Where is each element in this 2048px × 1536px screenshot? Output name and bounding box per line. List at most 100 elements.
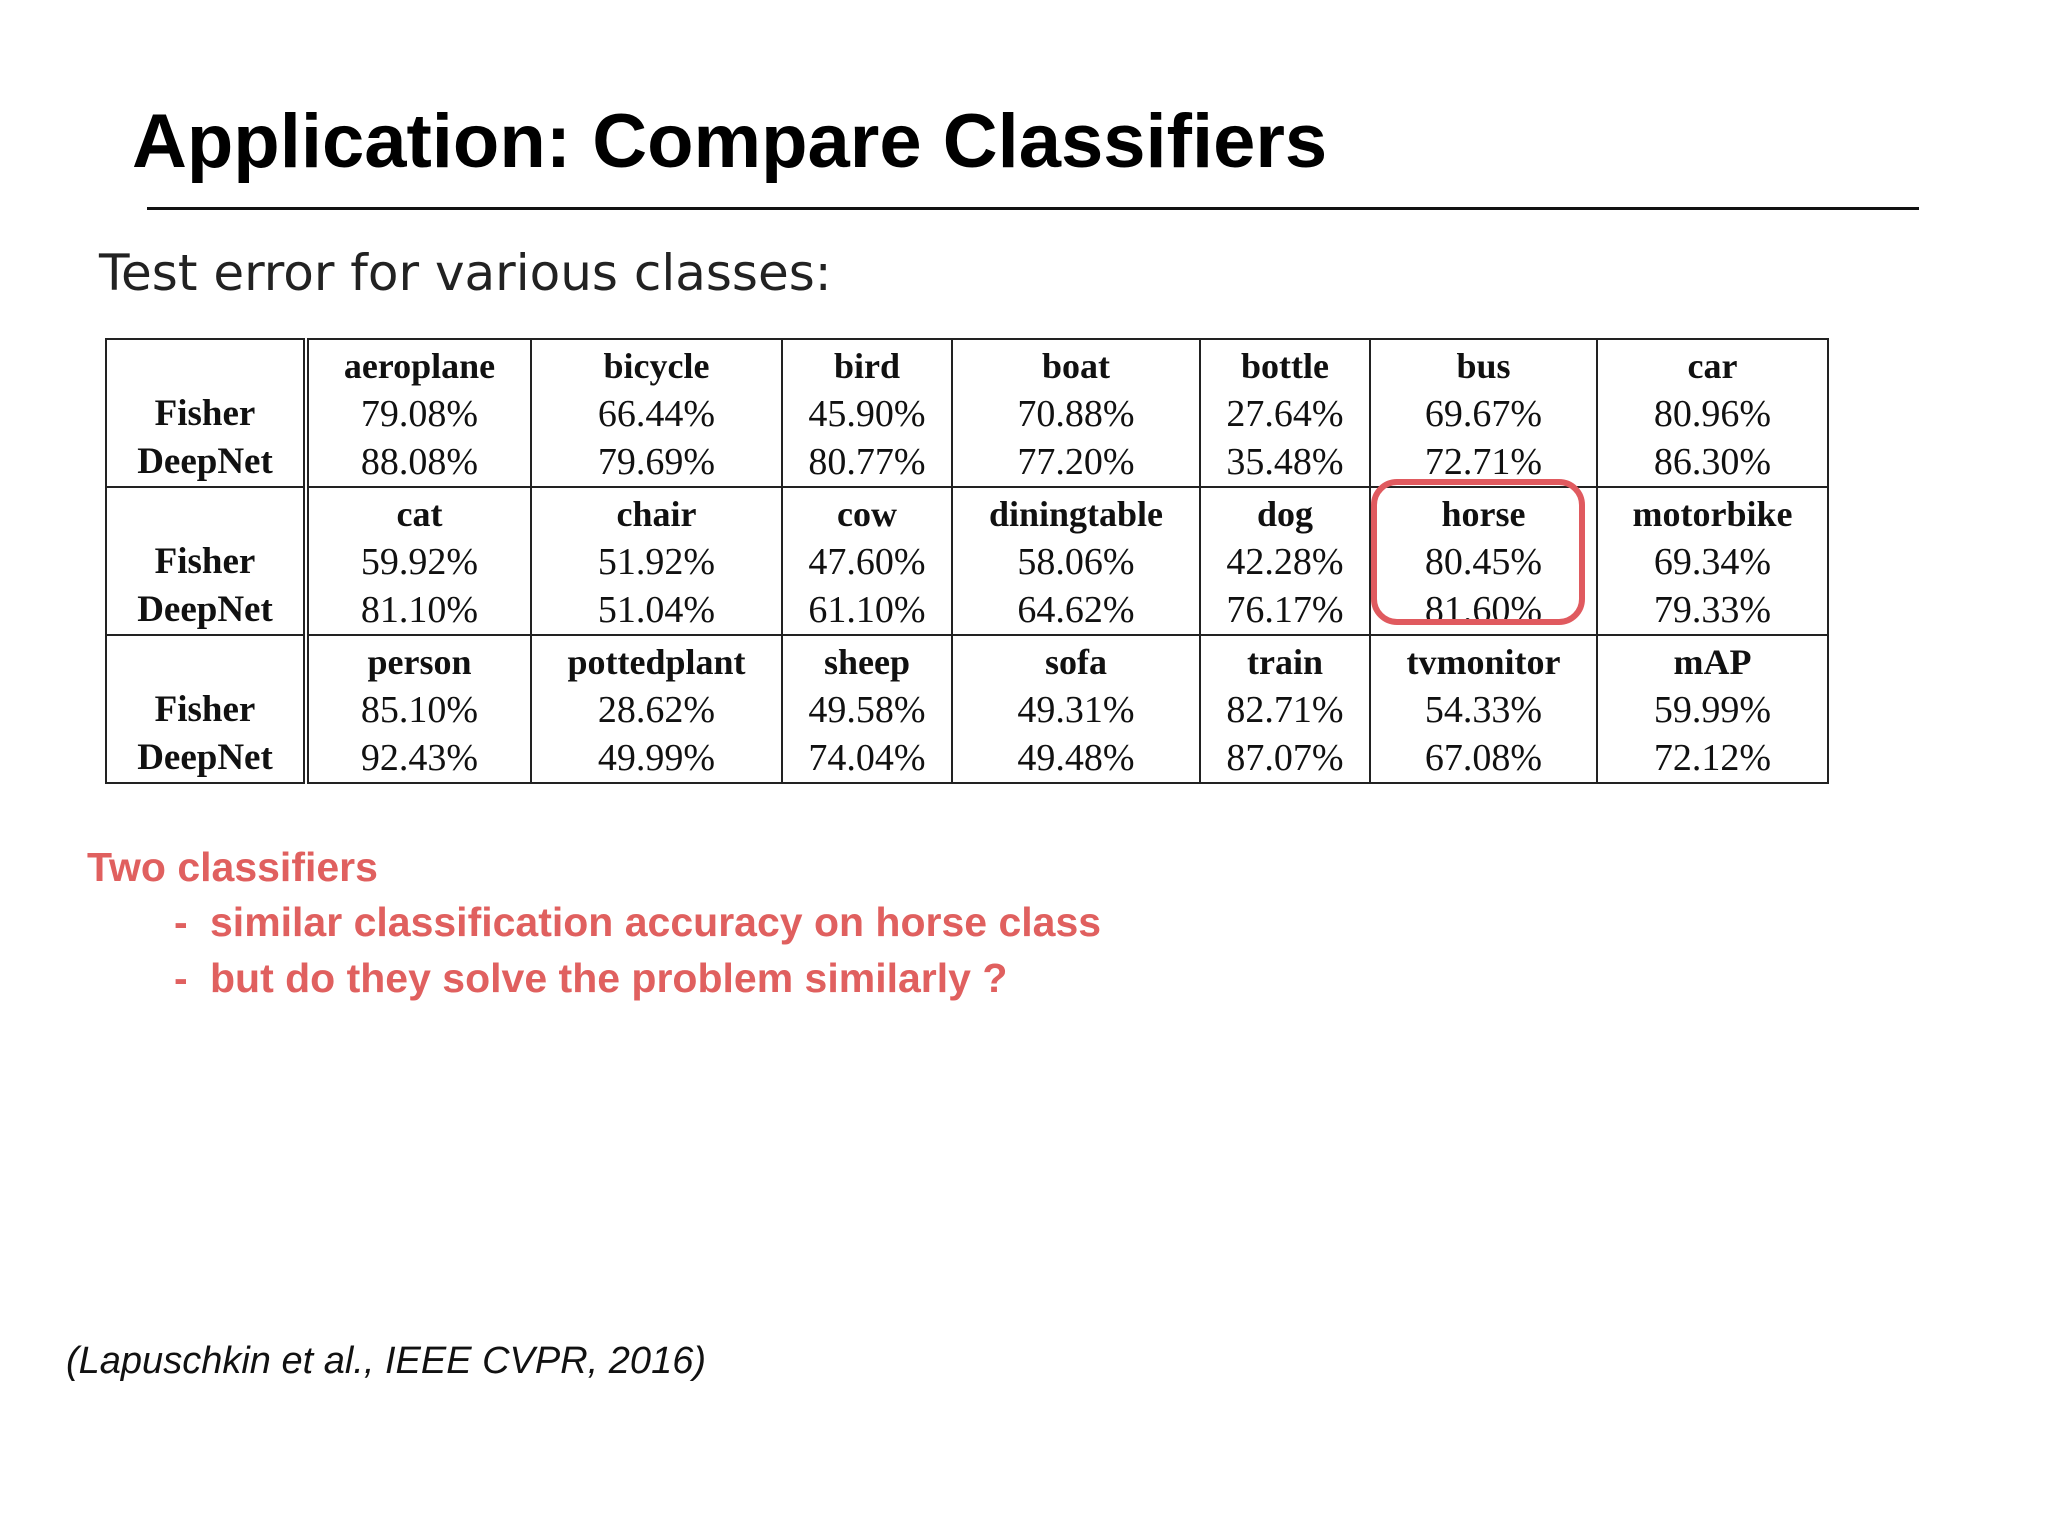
deepnet-value: 76.17% bbox=[1226, 589, 1344, 631]
class-name: bottle bbox=[1241, 346, 1329, 386]
fisher-value: 58.06% bbox=[1017, 541, 1135, 583]
class-cell-map: mAP 59.99% 72.12% bbox=[1596, 635, 1829, 783]
class-name: car bbox=[1687, 346, 1738, 386]
fisher-value: 42.28% bbox=[1226, 541, 1344, 583]
fisher-value: 49.31% bbox=[1017, 689, 1135, 731]
class-name: person bbox=[367, 642, 472, 682]
deepnet-value: 79.69% bbox=[597, 441, 716, 483]
deepnet-value: 74.04% bbox=[808, 737, 926, 779]
fisher-value: 54.33% bbox=[1424, 689, 1543, 731]
row-label-fisher: Fisher bbox=[154, 689, 256, 730]
test-error-table: Fisher DeepNet aeroplane 79.08% 88.08% b… bbox=[105, 338, 1829, 784]
class-cell-pottedplant: pottedplant 28.62% 49.99% bbox=[530, 635, 783, 783]
bullet-marker: - bbox=[174, 955, 188, 1001]
fisher-value: 59.92% bbox=[360, 541, 479, 583]
row-label-fisher: Fisher bbox=[154, 541, 256, 582]
deepnet-value: 86.30% bbox=[1653, 441, 1772, 483]
title-underline bbox=[147, 207, 1919, 210]
fisher-value: 85.10% bbox=[360, 689, 479, 731]
fisher-value: 70.88% bbox=[1017, 393, 1135, 435]
fisher-value: 28.62% bbox=[597, 689, 716, 731]
class-cell-boat: boat 70.88% 77.20% bbox=[951, 339, 1201, 487]
list-item: - but do they solve the problem similarly… bbox=[174, 950, 1101, 1006]
fisher-value: 45.90% bbox=[808, 393, 926, 435]
class-cell-sheep: sheep 49.58% 74.04% bbox=[781, 635, 953, 783]
class-cell-bus: bus 69.67% 72.71% bbox=[1369, 339, 1598, 487]
bullet-text: but do they solve the problem similarly … bbox=[210, 955, 1008, 1001]
deepnet-value: 77.20% bbox=[1017, 441, 1135, 483]
fisher-value: 51.92% bbox=[597, 541, 716, 583]
fisher-value: 66.44% bbox=[597, 393, 716, 435]
class-cell-cat: cat 59.92% 81.10% bbox=[305, 487, 532, 635]
class-cell-person: person 85.10% 92.43% bbox=[305, 635, 532, 783]
fisher-value: 27.64% bbox=[1226, 393, 1344, 435]
class-name: aeroplane bbox=[343, 346, 496, 386]
bullet-marker: - bbox=[174, 899, 188, 945]
class-name: horse bbox=[1441, 494, 1526, 534]
slide-title: Application: Compare Classifiers bbox=[132, 99, 1328, 184]
deepnet-value: 64.62% bbox=[1017, 589, 1135, 631]
row-label-deepnet: DeepNet bbox=[137, 441, 273, 482]
fisher-value: 69.34% bbox=[1653, 541, 1772, 583]
deepnet-value: 79.33% bbox=[1653, 589, 1772, 631]
table-row: Fisher DeepNet cat 59.92% 81.10% chair 5… bbox=[105, 487, 1829, 635]
horse-highlight-box bbox=[1371, 479, 1585, 625]
notes-list: - similar classification accuracy on hors… bbox=[87, 894, 1101, 1006]
class-name: chair bbox=[616, 494, 697, 534]
fisher-value: 80.96% bbox=[1653, 393, 1772, 435]
table-group-2: Fisher DeepNet cat 59.92% 81.10% chair 5… bbox=[105, 487, 1829, 635]
class-cell-tvmonitor: tvmonitor 54.33% 67.08% bbox=[1369, 635, 1598, 783]
notes-heading: Two classifiers bbox=[87, 844, 378, 890]
table-row: Fisher DeepNet person 85.10% 92.43% pott… bbox=[105, 635, 1829, 783]
class-cell-cow: cow 47.60% 61.10% bbox=[781, 487, 953, 635]
class-name: cat bbox=[396, 494, 443, 534]
class-cell-train: train 82.71% 87.07% bbox=[1199, 635, 1371, 783]
fisher-value: 47.60% bbox=[808, 541, 926, 583]
class-cell-bird: bird 45.90% 80.77% bbox=[781, 339, 953, 487]
class-name: pottedplant bbox=[567, 642, 746, 682]
fisher-value: 49.58% bbox=[808, 689, 926, 731]
class-name: cow bbox=[837, 494, 897, 534]
fisher-value: 59.99% bbox=[1653, 689, 1772, 731]
class-name: dog bbox=[1256, 494, 1314, 534]
class-name: bird bbox=[833, 346, 901, 386]
deepnet-value: 49.99% bbox=[597, 737, 716, 779]
class-cell-diningtable: diningtable 58.06% 64.62% bbox=[951, 487, 1201, 635]
row-labels-cell: Fisher DeepNet bbox=[105, 487, 309, 635]
class-name: sheep bbox=[823, 642, 910, 682]
citation: (Lapuschkin et al., IEEE CVPR, 2016) bbox=[66, 1340, 706, 1382]
class-cell-sofa: sofa 49.31% 49.48% bbox=[951, 635, 1201, 783]
table-caption: Test error for various classes: bbox=[99, 244, 832, 302]
class-cell-car: car 80.96% 86.30% bbox=[1596, 339, 1829, 487]
table-group-3: Fisher DeepNet person 85.10% 92.43% pott… bbox=[105, 635, 1829, 783]
deepnet-value: 51.04% bbox=[597, 589, 716, 631]
deepnet-value: 88.08% bbox=[360, 441, 479, 483]
class-name: mAP bbox=[1673, 642, 1752, 682]
deepnet-value: 80.77% bbox=[808, 441, 926, 483]
row-label-deepnet: DeepNet bbox=[137, 737, 273, 778]
bullet-text: similar classification accuracy on horse… bbox=[210, 899, 1102, 945]
row-label-fisher: Fisher bbox=[154, 393, 256, 434]
table-row: Fisher DeepNet aeroplane 79.08% 88.08% b… bbox=[105, 339, 1829, 487]
row-labels-cell: Fisher DeepNet bbox=[105, 635, 309, 783]
deepnet-value: 72.71% bbox=[1424, 441, 1543, 483]
deepnet-value: 87.07% bbox=[1226, 737, 1344, 779]
class-cell-bottle: bottle 27.64% 35.48% bbox=[1199, 339, 1371, 487]
fisher-value: 79.08% bbox=[360, 393, 479, 435]
notes-block: Two classifiers - similar classification … bbox=[87, 840, 1101, 1006]
deepnet-value: 35.48% bbox=[1226, 441, 1344, 483]
class-cell-bicycle: bicycle 66.44% 79.69% bbox=[530, 339, 783, 487]
deepnet-value: 61.10% bbox=[808, 589, 926, 631]
deepnet-value: 49.48% bbox=[1017, 737, 1135, 779]
class-name: bicycle bbox=[603, 346, 710, 386]
list-item: - similar classification accuracy on hors… bbox=[174, 894, 1101, 950]
class-cell-aeroplane: aeroplane 79.08% 88.08% bbox=[305, 339, 532, 487]
fisher-value: 82.71% bbox=[1226, 689, 1344, 731]
class-name: sofa bbox=[1045, 642, 1107, 682]
class-name: diningtable bbox=[988, 494, 1164, 534]
class-name: motorbike bbox=[1632, 494, 1793, 534]
class-cell-chair: chair 51.92% 51.04% bbox=[530, 487, 783, 635]
row-label-deepnet: DeepNet bbox=[137, 589, 273, 630]
class-cell-dog: dog 42.28% 76.17% bbox=[1199, 487, 1371, 635]
row-labels-cell: Fisher DeepNet bbox=[105, 339, 309, 487]
